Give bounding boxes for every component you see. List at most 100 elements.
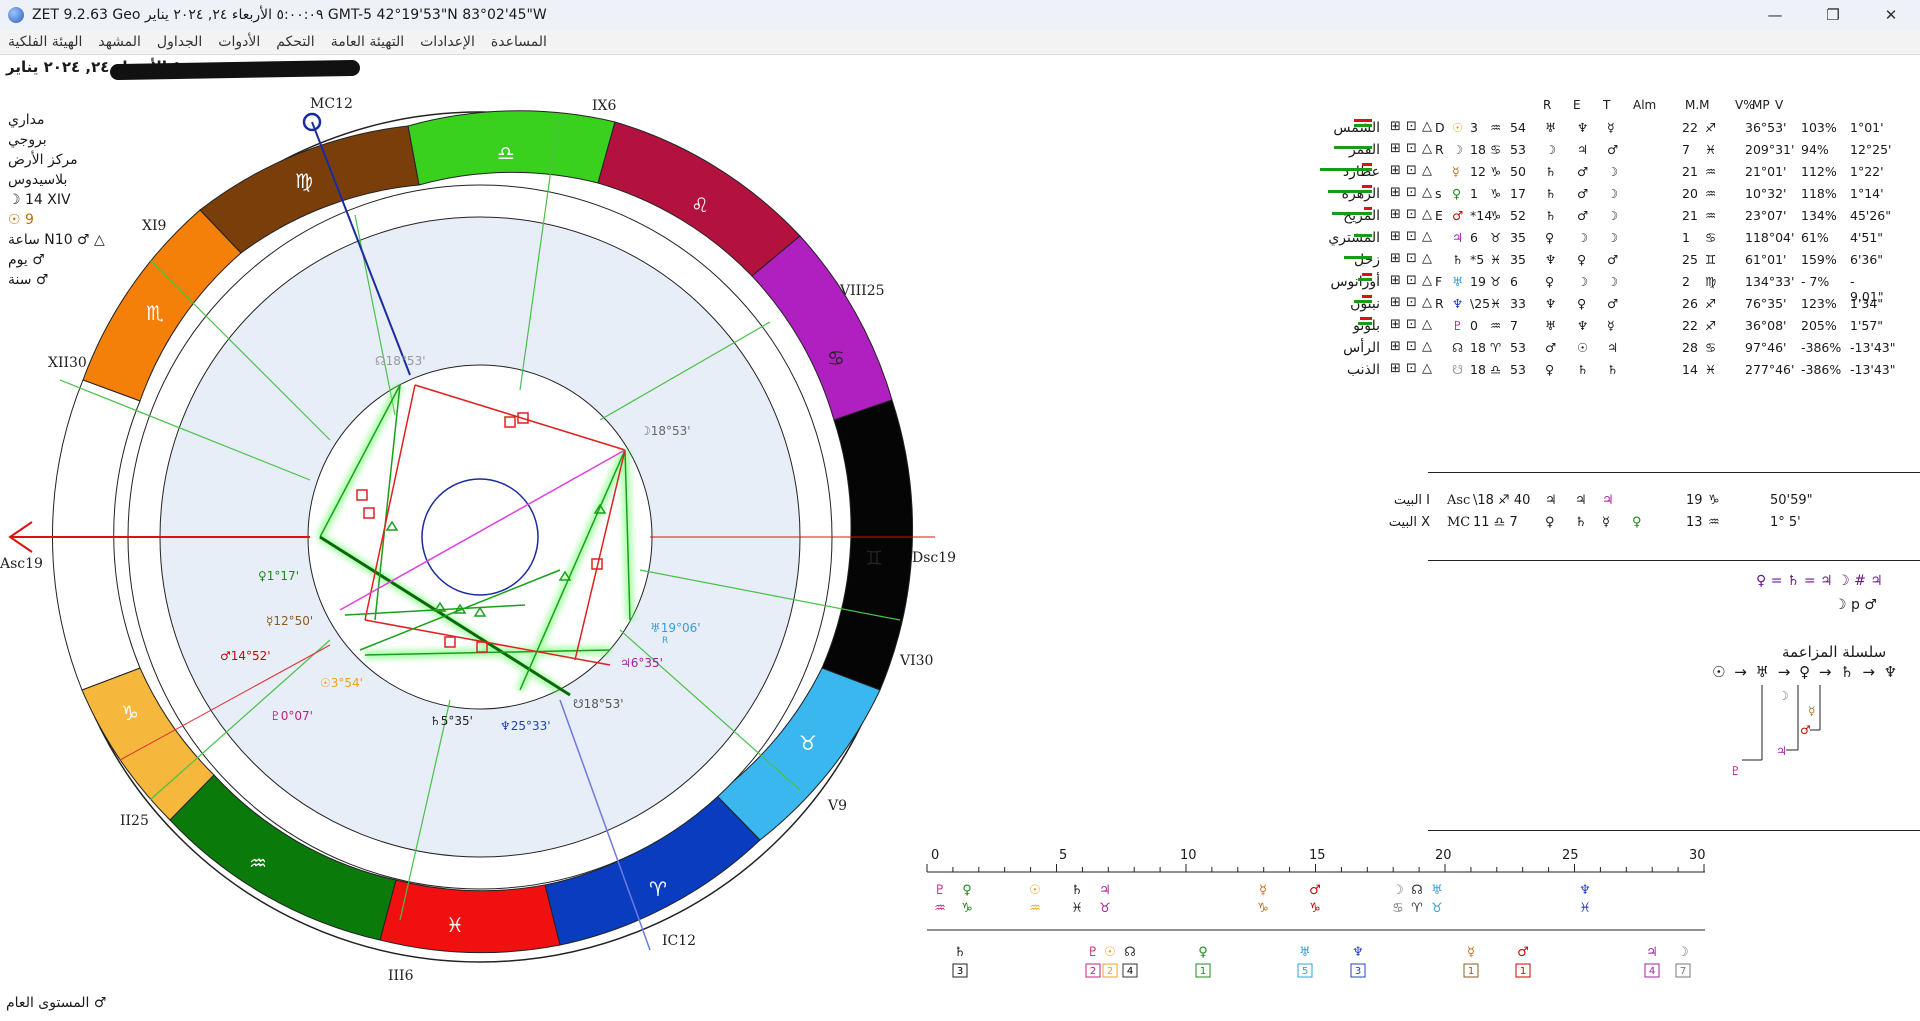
planet-speed: 6'36" — [1850, 252, 1884, 267]
pluto-icon: ♇ — [1087, 945, 1099, 960]
planet-row[interactable]: زحل ♄ *5 ♓ 35 ♆ ♀ ♂ 25 ♊ 61°01' 159% 6'36" ⊞ ⊡ △ — [1240, 250, 1890, 272]
reception-title: سلسلة المزاعمة — [1782, 643, 1887, 661]
planet-glyph: ☊ — [1452, 340, 1464, 355]
menu-item-view[interactable]: المشهد — [98, 34, 141, 50]
taurus-icon: ♉ — [1431, 901, 1443, 916]
planet-mmsign: ♍ — [1705, 274, 1717, 289]
neptune-icon: ♆ — [1579, 883, 1591, 898]
dignity-box-icon: ⊞ — [1390, 229, 1401, 244]
taurus-icon: ♉ — [799, 731, 817, 755]
general-level-label: المستوى العام ♂ — [6, 995, 107, 1011]
scale-tick-25: 25 — [1562, 848, 1579, 863]
scale-planets-top: ♇ ♒ ♀ ♑ ☉ ♒ ♄ ♓ ♃ ♉ ☿ ♑ ♂ ♑ ☽ ♋ ☊ ♈ ♅ ♉ … — [934, 883, 1591, 916]
planet-row[interactable]: عطارد ☿ 12 ♑ 50 ♄ ♂ ☽ 21 ♒ 21°01' 112% 1°22' ⊞ ⊡ △ — [1240, 162, 1890, 184]
planet-glyph: ☋ — [1452, 362, 1464, 377]
planet-min: 33 — [1510, 296, 1526, 311]
planet-name: المريخ — [1343, 208, 1380, 224]
jupiter-icon: ♃ — [1776, 744, 1787, 758]
planet-name: بلوتو — [1353, 318, 1380, 334]
mercury-icon: ☿ — [1808, 704, 1815, 718]
menu-item-chart[interactable]: الهيئة الفلكية — [8, 34, 83, 50]
planet-min: 35 — [1510, 252, 1526, 267]
node-icon: ☊ — [1124, 945, 1136, 960]
info-sun: ☉ 9 — [8, 212, 34, 228]
planet-speed: -13'43" — [1850, 340, 1896, 355]
saturn-label: ♄5°35' — [430, 714, 473, 728]
planet-t: ♄ — [1607, 362, 1619, 377]
planet-min: 7 — [1510, 318, 1518, 333]
menu-item-tools[interactable]: الأدوات — [218, 34, 261, 50]
dignity-box-icon: ⊞ — [1390, 141, 1401, 156]
house-number: 2 — [1090, 966, 1096, 977]
planet-sign: ♈ — [1490, 340, 1502, 355]
planet-row[interactable]: الزهرة s ♀ 1 ♑ 17 ♄ ♂ ☽ 20 ♒ 10°32' 118% 1°14' ⊞ ⊡ △ — [1240, 184, 1890, 206]
menu-item-settings[interactable]: الإعدادات — [420, 34, 475, 50]
planet-row[interactable]: أورانوس F ♅ 19 ♉ 6 ♀ ☽ ☽ 2 ♍ 134°33' - 7% - 9.01" ⊞ ⊡ △ — [1240, 272, 1890, 304]
planet-pos: 6 — [1470, 230, 1478, 245]
planet-t: ☽ — [1607, 186, 1619, 201]
dignity-box-icon: ⊡ — [1406, 251, 1417, 266]
neptune-label: ♆25°33' — [500, 719, 551, 733]
planet-e: ♂ — [1577, 164, 1589, 179]
planet-row[interactable]: المريخ E ♂ *14 ♑ 52 ♄ ♂ ☽ 21 ♒ 23°07' 134% 45'26" ⊞ ⊡ △ — [1240, 206, 1891, 228]
aspect-line — [359, 569, 561, 651]
minimize-button[interactable]: — — [1767, 6, 1783, 24]
maximize-button[interactable]: ❐ — [1826, 6, 1840, 24]
planet-speed: 1'34" — [1850, 296, 1884, 311]
square-aspect-icon — [444, 636, 456, 648]
menu-item-control[interactable]: التحكم — [276, 34, 315, 50]
strength-bar — [1354, 234, 1372, 237]
menu-item-general-setup[interactable]: التهيئة العامة — [330, 34, 405, 50]
planet-row[interactable]: الشمس D ☉ 3 ♒ 54 ♅ ♆ ☿ 22 ♐ 36°53' 103% 1°01' ⊞ ⊡ △ — [1240, 118, 1890, 140]
dignity-box-icon: ⊡ — [1406, 141, 1417, 156]
menu-item-help[interactable]: المساعدة — [490, 34, 547, 50]
planet-row[interactable]: بلوتو ♇ 0 ♒ 7 ♅ ♆ ☿ 22 ♐ 36°08' 205% 1'57" ⊞ ⊡ △ — [1240, 316, 1890, 338]
planet-glyph: ☉ — [1452, 120, 1464, 135]
planet-mmsign: ♒ — [1705, 186, 1717, 201]
menu-item-tables[interactable]: الجداول — [156, 34, 203, 50]
center-circle — [421, 478, 539, 596]
planet-mm: 20 — [1682, 186, 1698, 201]
dignity-box-icon: ⊡ — [1406, 317, 1417, 332]
planet-t: ♂ — [1607, 252, 1619, 267]
info-zodiac: مداري — [8, 112, 45, 128]
house-number: 3 — [957, 966, 963, 977]
info-hour: ساعة N10 ♂ △ — [8, 232, 105, 248]
planet-row[interactable]: القمر R ☽ 18 ♋ 53 ☽ ♃ ♂ 7 ♓ 209°31' 94% 12°25' ⊞ ⊡ △ — [1240, 140, 1892, 162]
dignity-box-icon: ⊡ — [1406, 185, 1417, 200]
planet-pos: 3 — [1470, 120, 1478, 135]
planet-dignity: R — [1435, 142, 1444, 157]
aries-icon: ♈ — [649, 877, 667, 901]
planet-speed: 4'51" — [1850, 230, 1884, 245]
trine-aspect-icon — [453, 603, 467, 614]
planet-deg: 76°35' — [1745, 296, 1787, 311]
planet-row[interactable]: نبتون R ♆ \25 ♓ 33 ♆ ♀ ♂ 26 ♐ 76°35' 123% 1'34" ⊞ ⊡ △ — [1240, 294, 1890, 316]
dignity-box-icon: △ — [1422, 317, 1432, 332]
scale-tick-10: 10 — [1180, 848, 1197, 863]
house-number: 2 — [1107, 966, 1113, 977]
node-bottom-label: ☋18°53' — [573, 697, 624, 711]
chart-wheel[interactable]: MC12 IX6 VIII25 Dsc19 VI30 V9 IC12 III6 … — [0, 55, 960, 1017]
planet-t: ♂ — [1607, 142, 1619, 157]
planet-t: ☽ — [1607, 208, 1619, 223]
node-top-label: ☊18°53' — [375, 354, 426, 368]
close-button[interactable]: ✕ — [1884, 6, 1898, 24]
planet-row[interactable]: الرأس ☊ 18 ♈ 53 ♂ ☉ ♃ 28 ♋ 97°46' -386% -13'43" ⊞ ⊡ △ — [1240, 338, 1895, 360]
planet-sign: ♋ — [1490, 142, 1502, 157]
col-header-mm: M.M — [1685, 98, 1710, 112]
ic-axis-line — [559, 699, 651, 951]
planet-mmsign: ♓ — [1705, 362, 1717, 377]
planet-t: ☽ — [1607, 164, 1619, 179]
planet-speed: -13'43" — [1850, 362, 1896, 377]
planet-speed: 1°22' — [1850, 164, 1884, 179]
planet-pos: 18 — [1470, 340, 1486, 355]
cusp-line — [519, 119, 559, 391]
chart-svg: MC12 IX6 VIII25 Dsc19 VI30 V9 IC12 III6 … — [0, 96, 956, 984]
planet-row[interactable]: المشتري ♃ 6 ♉ 35 ♀ ☽ ☽ 1 ♋ 118°04' 61% 4'51" ⊞ ⊡ △ — [1240, 228, 1890, 250]
planet-row[interactable]: الذنب ☋ 18 ♎ 53 ♀ ♄ ♄ 14 ♓ 277°46' -386% -13'43" ⊞ ⊡ △ — [1240, 360, 1896, 382]
planet-r: ☽ — [1545, 142, 1557, 157]
house-table-top-rule — [1428, 472, 1920, 473]
sun-icon: ☉ — [1029, 883, 1041, 898]
cusp-line — [619, 629, 801, 791]
cusp-line — [149, 639, 331, 801]
